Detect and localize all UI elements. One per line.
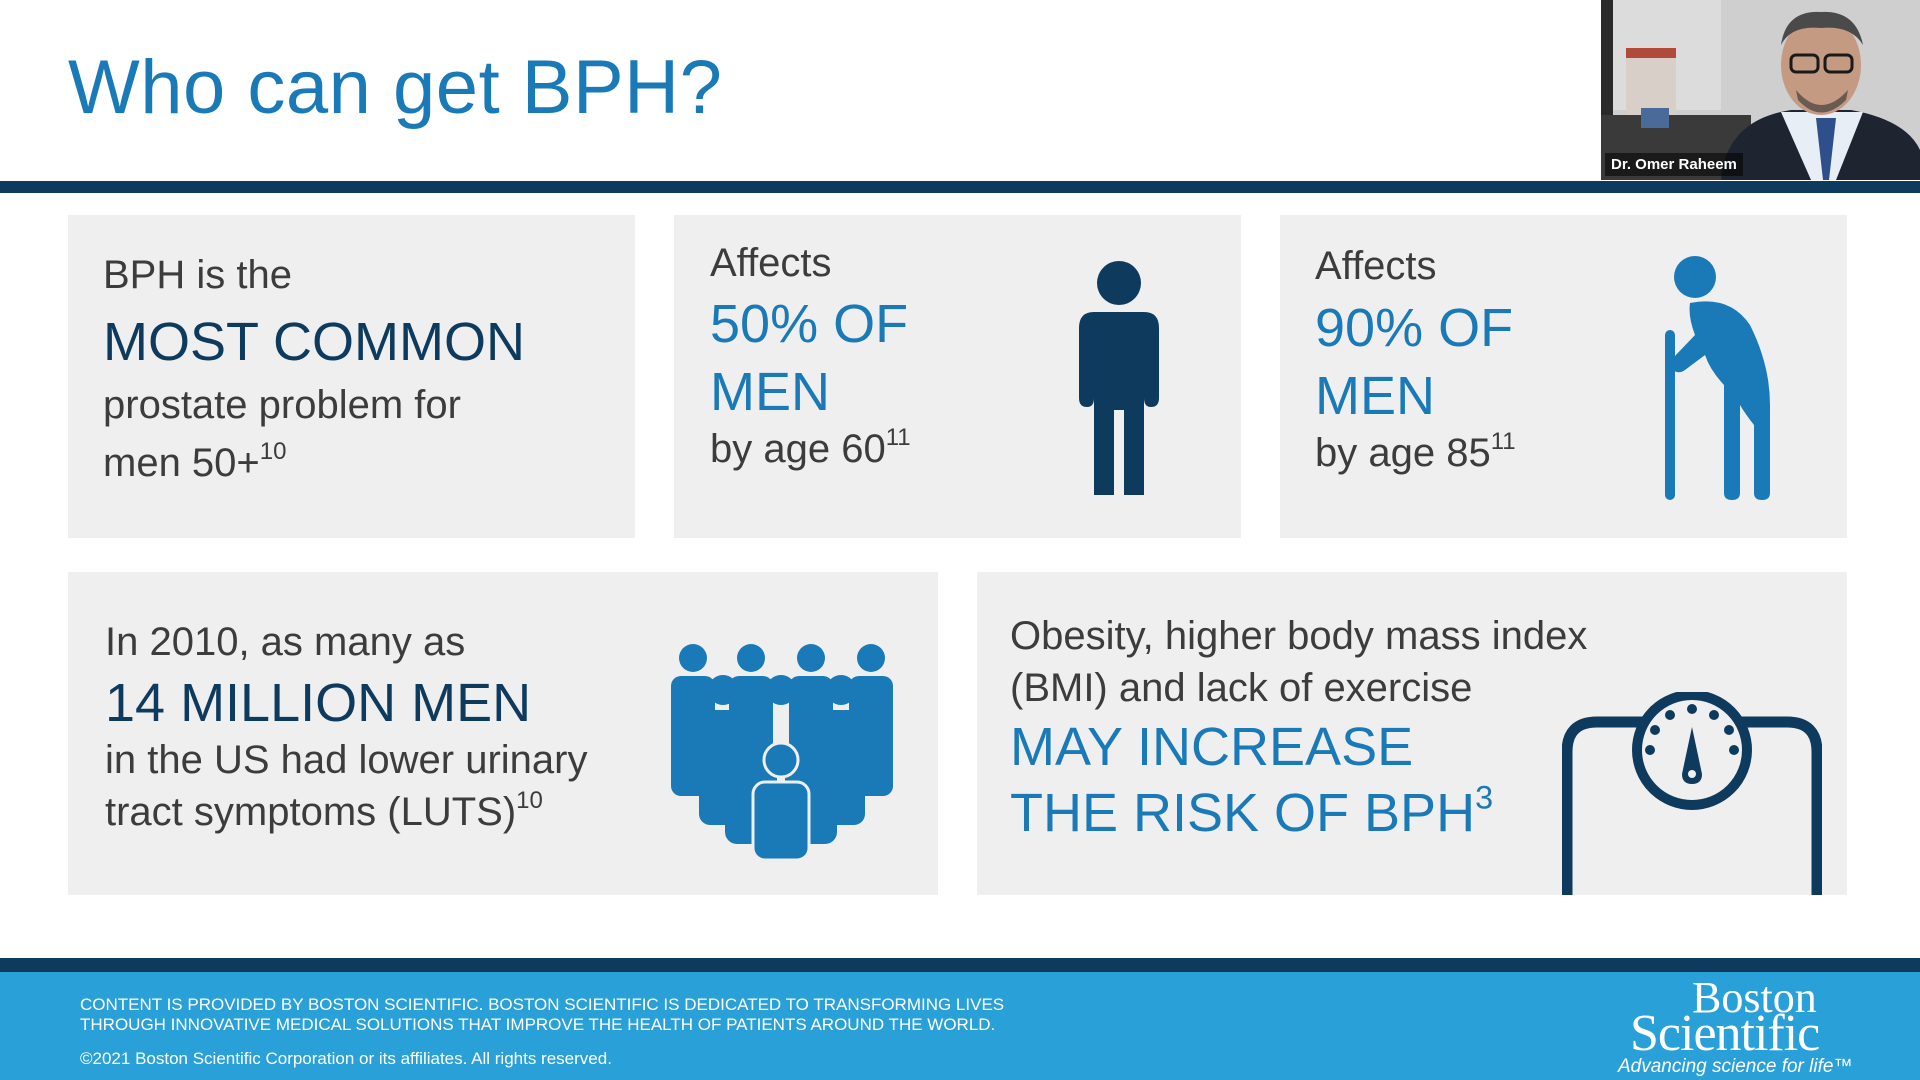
card-text: by age 6011 — [710, 424, 911, 471]
card-text: Affects — [1315, 244, 1437, 288]
card-text: prostate problem for — [103, 383, 461, 427]
card-age-85: Affects 90% OF MEN by age 8511 — [1280, 215, 1847, 538]
footer: CONTENT IS PROVIDED BY BOSTON SCIENTIFIC… — [0, 972, 1920, 1080]
logo-tagline: Advancing science for life™ — [1618, 1056, 1853, 1077]
speaker-video-image — [1601, 0, 1920, 180]
card-highlight: 90% OF — [1315, 298, 1514, 358]
slide-title: Who can get BPH? — [68, 45, 723, 130]
card-text: Obesity, higher body mass index — [1010, 614, 1588, 658]
speaker-video-tile[interactable]: Dr. Omer Raheem — [1601, 0, 1920, 180]
card-highlight: THE RISK OF BPH3 — [1010, 779, 1494, 843]
card-highlight: MEN — [1315, 366, 1435, 426]
card-most-common: BPH is the MOST COMMON prostate problem … — [68, 215, 635, 538]
card-highlight: MOST COMMON — [103, 312, 525, 372]
crowd-icon — [671, 644, 893, 860]
reference-superscript: 11 — [1490, 428, 1516, 456]
title-divider — [0, 181, 1920, 193]
logo-word-boston: Boston — [1692, 973, 1817, 1022]
footer-divider — [0, 958, 1920, 972]
reference-superscript: 3 — [1475, 779, 1494, 816]
reference-superscript: 11 — [885, 424, 911, 452]
card-text: in the US had lower urinary — [105, 738, 588, 782]
footer-copyright: ©2021 Boston Scientific Corporation or i… — [80, 1049, 612, 1068]
speaker-name-label: Dr. Omer Raheem — [1605, 153, 1743, 176]
card-luts: In 2010, as many as 14 MILLION MEN in th… — [68, 572, 938, 895]
card-text: BPH is the — [103, 253, 292, 297]
card-obesity: Obesity, higher body mass index (BMI) an… — [977, 572, 1847, 895]
card-text: men 50+10 — [103, 438, 287, 485]
card-age-60: Affects 50% OF MEN by age 6011 — [674, 215, 1241, 538]
reference-superscript: 10 — [259, 438, 287, 466]
logo-word-scientific: Scientific — [1630, 1005, 1820, 1062]
weight-scale-icon — [1562, 692, 1822, 895]
card-text: by age 8511 — [1315, 428, 1516, 475]
elderly-man-cane-icon — [1665, 256, 1770, 500]
card-text: Affects — [710, 241, 832, 285]
card-highlight: MAY INCREASE — [1010, 717, 1414, 777]
footer-disclaimer-line2: THROUGH INNOVATIVE MEDICAL SOLUTIONS THA… — [80, 1015, 996, 1034]
card-highlight: 14 MILLION MEN — [105, 673, 532, 733]
card-text: (BMI) and lack of exercise — [1010, 666, 1473, 710]
card-highlight: MEN — [710, 362, 830, 422]
card-highlight: 50% OF — [710, 294, 909, 354]
footer-disclaimer-line1: CONTENT IS PROVIDED BY BOSTON SCIENTIFIC… — [80, 995, 1005, 1014]
card-text: tract symptoms (LUTS)10 — [105, 787, 543, 834]
card-text: In 2010, as many as — [105, 620, 466, 664]
standing-man-icon — [1079, 261, 1159, 495]
reference-superscript: 10 — [516, 787, 543, 815]
